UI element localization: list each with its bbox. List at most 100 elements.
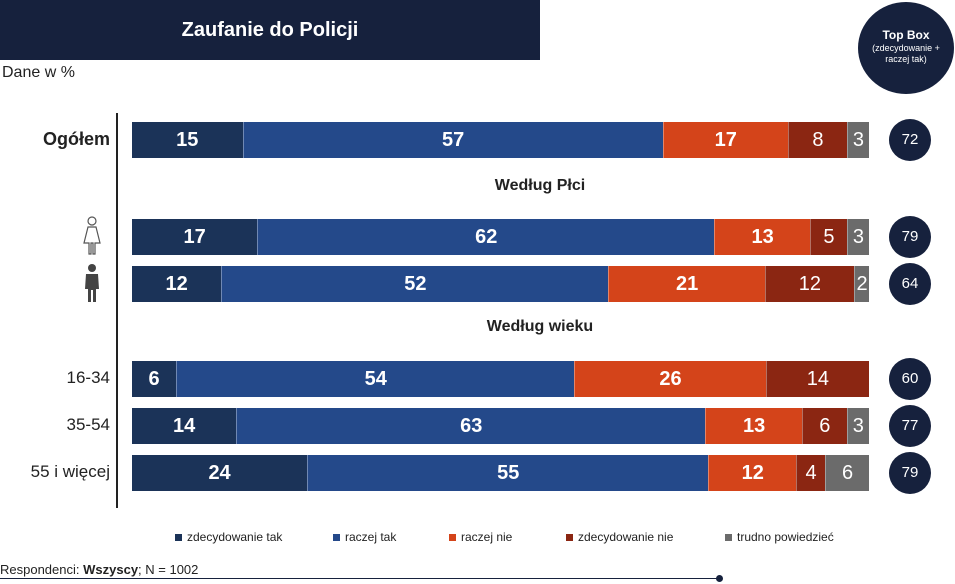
legend-item-raczej-nie: raczej nie: [449, 530, 512, 544]
data-label: 12: [798, 272, 822, 295]
bar-segment-raczej-nie: 17: [662, 122, 788, 158]
legend-label: raczej nie: [461, 530, 513, 544]
data-label: 4: [805, 461, 817, 484]
title-banner: [0, 0, 540, 60]
section-title-gender: Według Płci: [494, 177, 586, 194]
top-box-title: Top Box: [882, 28, 930, 42]
data-label: 6: [148, 367, 160, 390]
data-label: 21: [675, 272, 699, 295]
data-label: 12: [741, 461, 764, 484]
legend-label: zdecydowanie nie: [578, 530, 674, 544]
bar-segment-zdecydowanie-tak: 24: [132, 455, 308, 491]
footnote-group: Wszyscy: [83, 562, 139, 577]
bar-row: 12 52 21 12 2: [132, 266, 869, 302]
row-label: 55 i więcej: [30, 462, 110, 481]
top-box-value: 64: [889, 263, 931, 305]
axis-line: [116, 113, 118, 508]
top-box-value: 72: [889, 119, 931, 161]
data-label: 15: [176, 128, 199, 151]
bar-segment-raczej-tak: 54: [176, 361, 575, 397]
data-label: 13: [742, 414, 766, 437]
top-box-value: 77: [889, 405, 931, 447]
bar-segment-zdecydowanie-nie: 5: [810, 219, 847, 255]
bar-segment-zdecydowanie-nie: 8: [787, 122, 847, 158]
bar-segment-raczej-tak: 55: [307, 455, 709, 491]
bar-segment-trudno-powiedziec: 3: [846, 219, 869, 255]
bar-segment-trudno-powiedziec: 3: [846, 408, 869, 444]
data-label: 3: [852, 128, 864, 151]
bar-segment-zdecydowanie-nie: 6: [801, 408, 847, 444]
data-label: 52: [404, 272, 427, 295]
top-box-value: 60: [889, 358, 931, 400]
bar-segment-trudno-powiedziec: 6: [825, 455, 869, 491]
legend-label: raczej tak: [345, 530, 397, 544]
female-icon: [80, 216, 104, 256]
bar-segment-zdecydowanie-tak: 12: [132, 266, 222, 302]
data-label: 14: [806, 367, 829, 390]
data-label: 3: [852, 414, 864, 437]
chart-title: Zaufanie do Policji: [181, 19, 359, 41]
legend-swatch: [175, 533, 182, 541]
bar-row: 17 62 13 5 3: [132, 219, 869, 255]
legend-swatch: [725, 533, 732, 541]
bar-segment-raczej-tak: 52: [221, 266, 609, 302]
chart-subtitle: Dane w %: [2, 64, 75, 81]
bar-segment-zdecydowanie-nie: 12: [764, 266, 855, 302]
legend-swatch: [333, 533, 340, 541]
data-label: 63: [460, 414, 483, 437]
footnote-suffix: ; N = 1002: [138, 562, 199, 577]
legend-swatch: [449, 533, 456, 541]
data-label: 6: [819, 414, 831, 437]
top-box-badge: Top Box (zdecydowanie + raczej tak): [858, 2, 954, 94]
data-label: 17: [183, 225, 206, 248]
data-label: 3: [852, 225, 864, 248]
legend-label: trudno powiedzieć: [737, 530, 834, 544]
bar-segment-raczej-nie: 12: [708, 455, 797, 491]
bar-segment-raczej-nie: 13: [714, 219, 811, 255]
row-label: 16-34: [66, 368, 110, 387]
bar-row: 24 55 12 4 6: [132, 455, 869, 491]
data-label: 17: [714, 128, 737, 151]
bar-segment-zdecydowanie-nie: 4: [796, 455, 826, 491]
data-label: 8: [812, 128, 824, 151]
bar-segment-zdecydowanie-tak: 17: [132, 219, 258, 255]
footnote: Respondenci: Wszyscy; N = 1002: [0, 562, 198, 577]
footer-line: [0, 578, 720, 579]
top-box-value: 79: [889, 216, 931, 258]
row-label: Ogółem: [42, 129, 110, 149]
bar-segment-zdecydowanie-nie: 14: [765, 361, 869, 397]
data-label: 57: [441, 128, 465, 151]
legend: zdecydowanie tak raczej tak raczej nie zdec…: [0, 530, 955, 550]
data-label: 2: [856, 272, 868, 295]
bar-segment-raczej-tak: 62: [257, 219, 715, 255]
bar-segment-zdecydowanie-tak: 14: [132, 408, 237, 444]
data-label: 14: [172, 414, 196, 437]
bar-segment-trudno-powiedziec: 2: [854, 266, 869, 302]
footer-dot: [716, 575, 723, 582]
data-label: 55: [497, 461, 520, 484]
bar-segment-raczej-nie: 26: [574, 361, 766, 397]
bar-segment-raczej-tak: 57: [242, 122, 663, 158]
data-label: 5: [823, 225, 835, 248]
legend-label: zdecydowanie tak: [187, 530, 283, 544]
bar-segment-zdecydowanie-tak: 15: [132, 122, 243, 158]
male-icon: [80, 263, 104, 303]
legend-item-raczej-tak: raczej tak: [333, 530, 396, 544]
bar-segment-raczej-nie: 21: [608, 266, 765, 302]
row-label: 35-54: [66, 415, 110, 434]
bar-row: 6 54 26 14: [132, 361, 869, 397]
bar-row: 14 63 13 6 3: [132, 408, 869, 444]
bar-row: 15 57 17 8 3: [132, 122, 869, 158]
bar-segment-raczej-tak: 63: [236, 408, 706, 444]
top-box-subtitle: (zdecydowanie + raczej tak): [872, 43, 940, 64]
bar-segment-trudno-powiedziec: 3: [846, 122, 869, 158]
data-label: 54: [364, 367, 387, 390]
legend-item-zdecydowanie-nie: zdecydowanie nie: [566, 530, 673, 544]
section-title-age: Według wieku: [486, 318, 594, 335]
bar-segment-zdecydowanie-tak: 6: [132, 361, 177, 397]
data-label: 6: [842, 461, 854, 484]
top-box-value: 79: [889, 452, 931, 494]
legend-swatch: [566, 533, 573, 541]
data-label: 24: [208, 461, 231, 484]
data-label: 12: [165, 272, 188, 295]
